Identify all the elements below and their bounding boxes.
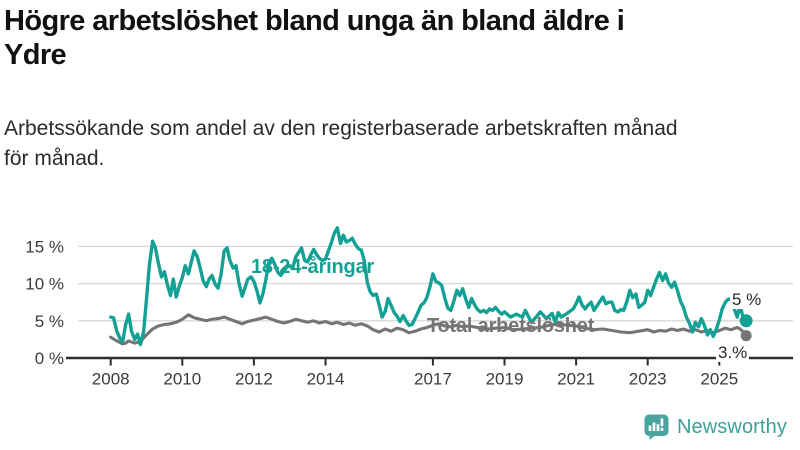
bar-1	[648, 425, 652, 431]
series-label-total-arbetsloshet: Total arbetslöshet	[427, 315, 595, 337]
end-value-label-total: 3.%	[716, 343, 750, 362]
exclamation-bar	[660, 418, 664, 427]
page-subtitle-line-2: för månad.	[4, 147, 105, 170]
x-tick-label: 2012	[235, 370, 273, 389]
x-tick-label: 2008	[92, 370, 130, 389]
series-line-total	[109, 313, 748, 346]
y-tick-label: 0 %	[35, 349, 64, 368]
x-tick-label: 2021	[557, 370, 595, 389]
brand-name: Newsworthy	[677, 415, 787, 438]
x-tick-label: 2014	[307, 370, 345, 389]
series-endpoint-dot-total	[740, 330, 752, 342]
x-tick-label: 2017	[414, 370, 452, 389]
bar-3	[656, 424, 660, 431]
bar-2	[652, 422, 656, 431]
series-label-18-24-aringar: 18-24-åringar	[251, 256, 375, 278]
x-tick-label: 2019	[486, 370, 524, 389]
y-tick-label: 15 %	[25, 237, 64, 256]
page-title-line-1: Högre arbetslöshet bland unga än bland ä…	[4, 5, 625, 37]
page-subtitle-line-1: Arbetssökande som andel av den registerb…	[4, 117, 678, 140]
y-tick-label: 5 %	[35, 312, 64, 331]
y-tick-label: 10 %	[25, 275, 64, 294]
x-tick-label: 2025	[700, 370, 738, 389]
page-subtitle: Arbetssökande som andel av den registerb…	[4, 114, 678, 174]
exclamation-dot	[660, 427, 664, 431]
newsworthy-chart-bubble-icon	[644, 414, 669, 440]
newsworthy-brand-link[interactable]: Newsworthy	[644, 414, 787, 440]
x-tick-label: 2010	[163, 370, 201, 389]
x-tick-label: 2023	[629, 370, 667, 389]
series-line-18-24	[108, 226, 748, 347]
page-title-line-2: Ydre	[4, 39, 67, 71]
page-title: Högre arbetslöshet bland unga än bland ä…	[4, 4, 625, 72]
speech-bubble-shape	[644, 414, 669, 440]
end-value-label-18-24: 5 %	[730, 290, 764, 309]
series-endpoint-dot-18-24	[739, 314, 753, 328]
